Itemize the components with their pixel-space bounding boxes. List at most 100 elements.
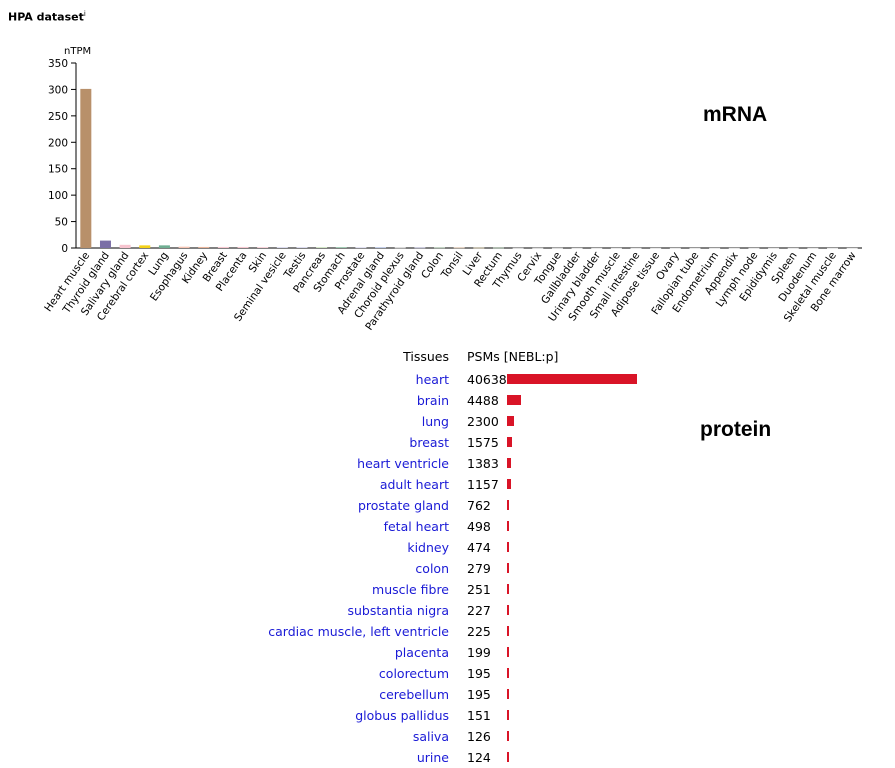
y-axis-label: nTPM: [64, 46, 91, 57]
mrna-bar: [178, 246, 190, 248]
tissue-link[interactable]: brain: [416, 393, 449, 408]
tissue-link[interactable]: heart ventricle: [357, 456, 449, 471]
mrna-bar: [807, 247, 819, 249]
dataset-title: HPA dataseti: [8, 10, 86, 24]
mrna-bar: [610, 247, 622, 249]
mrna-bar: [355, 247, 367, 249]
psm-bar: [507, 479, 511, 489]
psm-bar: [507, 668, 509, 678]
psm-bar: [507, 395, 522, 405]
tissue-link[interactable]: lung: [421, 414, 449, 429]
table-row: adult heart 1157: [0, 474, 895, 495]
table-row: prostate gland 762: [0, 495, 895, 516]
tissue-link[interactable]: adult heart: [379, 477, 449, 492]
psm-count: 227: [467, 603, 491, 618]
tissue-link[interactable]: cardiac muscle, left ventricle: [268, 624, 449, 639]
mrna-bar: [551, 247, 563, 249]
table-row: placenta 199: [0, 642, 895, 663]
psm-bar: [507, 584, 509, 594]
mrna-bar: [689, 247, 701, 249]
psm-bar: [507, 374, 637, 384]
mrna-bar: [728, 247, 740, 249]
y-tick-label: 300: [48, 84, 68, 96]
table-row: substantia nigra 227: [0, 600, 895, 621]
mrna-bar: [99, 240, 111, 248]
mrna-label: mRNA: [703, 103, 768, 126]
psm-count: 1157: [467, 477, 499, 492]
mrna-bar: [650, 247, 662, 249]
mrna-bar: [571, 247, 583, 249]
y-tick-label: 150: [48, 164, 68, 176]
table-row: urine 124: [0, 747, 895, 768]
mrna-bar: [296, 247, 308, 248]
dataset-title-text: HPA dataset: [8, 10, 84, 24]
y-tick-label: 100: [48, 190, 68, 202]
table-row: cardiac muscle, left ventricle 225: [0, 621, 895, 642]
tissue-link[interactable]: cerebellum: [379, 687, 449, 702]
mrna-bar: [434, 247, 446, 249]
y-tick-label: 50: [55, 217, 68, 229]
table-row: cerebellum 195: [0, 684, 895, 705]
psm-bar: [507, 437, 513, 447]
psm-count: 498: [467, 519, 491, 534]
tissue-link[interactable]: heart: [415, 372, 449, 387]
table-row: lung 2300: [0, 411, 895, 432]
mrna-bar: [473, 247, 485, 249]
mrna-bar: [453, 247, 465, 249]
psm-count: 40638: [467, 372, 507, 387]
psm-count: 151: [467, 708, 491, 723]
tissue-link[interactable]: muscle fibre: [372, 582, 449, 597]
table-row: globus pallidus 151: [0, 705, 895, 726]
psm-bar: [507, 542, 509, 552]
psm-bar: [507, 521, 509, 531]
table-row: colon 279: [0, 558, 895, 579]
mrna-bar: [787, 247, 799, 249]
psm-count: 199: [467, 645, 491, 660]
tissue-link[interactable]: saliva: [412, 729, 449, 744]
tissue-link[interactable]: globus pallidus: [355, 708, 449, 723]
psm-count: 474: [467, 540, 491, 555]
mrna-bar: [591, 247, 603, 249]
table-row: saliva 126: [0, 726, 895, 747]
psm-count: 1383: [467, 456, 499, 471]
y-tick-label: 350: [48, 58, 68, 70]
psm-bar: [507, 710, 509, 720]
tissues-column-header: Tissues: [403, 349, 449, 364]
mrna-bar: [709, 247, 721, 249]
mrna-bar: [846, 247, 858, 249]
tissue-link[interactable]: colorectum: [378, 666, 449, 681]
mrna-bar: [394, 247, 406, 249]
tissue-link[interactable]: placenta: [394, 645, 449, 660]
psm-count: 2300: [467, 414, 499, 429]
psm-bar: [507, 458, 512, 468]
tissue-link[interactable]: fetal heart: [383, 519, 449, 534]
psm-bar: [507, 752, 509, 762]
info-icon[interactable]: i: [83, 10, 86, 18]
table-row: fetal heart 498: [0, 516, 895, 537]
mrna-bar: [217, 246, 229, 248]
psm-bar: [507, 500, 510, 510]
mrna-bar: [198, 246, 210, 248]
psm-count: 195: [467, 666, 491, 681]
protein-label: protein: [700, 418, 772, 441]
psm-count: 225: [467, 624, 491, 639]
tissue-link[interactable]: prostate gland: [357, 498, 449, 513]
mrna-bar: [492, 247, 504, 249]
psm-bar: [507, 416, 515, 426]
mrna-bar: [827, 247, 839, 249]
mrna-bar: [158, 245, 170, 248]
psm-count: 195: [467, 687, 491, 702]
table-row: muscle fibre 251: [0, 579, 895, 600]
tissue-link[interactable]: breast: [409, 435, 449, 450]
psm-bar: [507, 563, 509, 573]
psm-count: 279: [467, 561, 491, 576]
tissue-link[interactable]: kidney: [407, 540, 449, 555]
tissue-link[interactable]: substantia nigra: [347, 603, 449, 618]
mrna-bar: [316, 247, 328, 248]
tissue-link[interactable]: colon: [415, 561, 449, 576]
tissue-link[interactable]: urine: [416, 750, 449, 765]
table-row: heart 40638: [0, 369, 895, 390]
mrna-bar: [257, 247, 269, 248]
psm-bar: [507, 731, 509, 741]
